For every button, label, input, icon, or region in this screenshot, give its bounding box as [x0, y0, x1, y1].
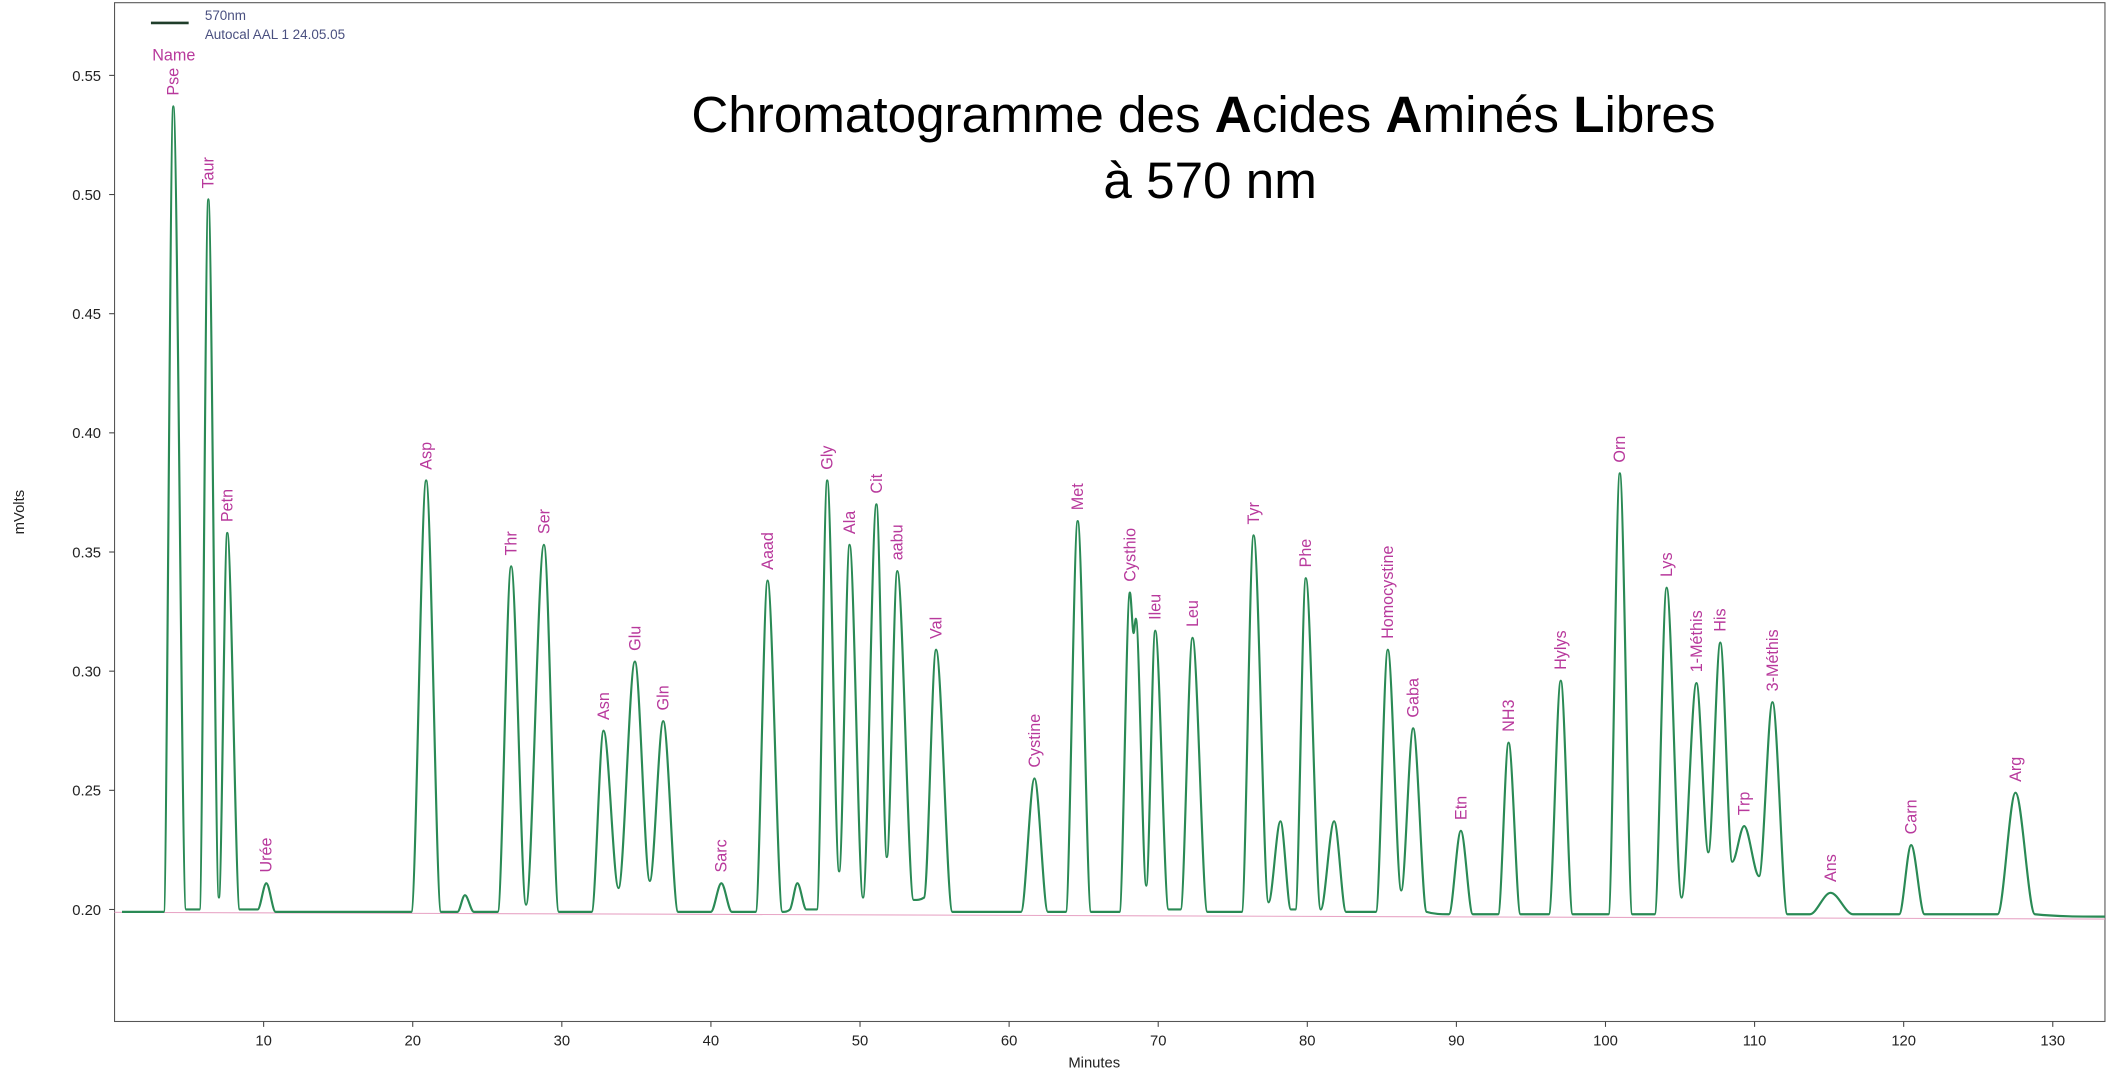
peak-label: 3-Méthis — [1764, 629, 1782, 691]
peak-label: Leu — [1184, 600, 1202, 627]
peak-label: Glu — [626, 626, 644, 651]
x-tick-label: 30 — [554, 1034, 570, 1050]
peak-label: Gln — [655, 685, 673, 710]
y-tick-label: 0.55 — [72, 69, 101, 85]
peak-label: Etn — [1452, 796, 1470, 820]
title-run: A — [1215, 86, 1252, 143]
x-tick-label: 60 — [1001, 1034, 1017, 1050]
x-tick-label: 80 — [1299, 1034, 1315, 1050]
peak-label: aabu — [889, 524, 907, 560]
y-axis-label: mVolts — [12, 490, 28, 534]
chart-title: Chromatogramme des Acides Aminés Libres — [691, 86, 1715, 143]
chart-subtitle: à 570 nm — [1103, 152, 1316, 209]
legend-note: Autocal AAL 1 24.05.05 — [205, 27, 345, 42]
peak-label: His — [1712, 608, 1730, 631]
peak-label: Ileu — [1147, 594, 1165, 620]
y-tick-label: 0.20 — [72, 903, 101, 919]
peak-label: Lys — [1658, 552, 1676, 577]
x-tick-label: 130 — [2040, 1034, 2065, 1050]
peak-label: Petn — [219, 489, 237, 522]
title-run: A — [1385, 86, 1422, 143]
x-tick-label: 20 — [404, 1034, 420, 1050]
peak-label: Ser — [535, 508, 553, 534]
peak-label: Urée — [258, 837, 276, 872]
peak-label: Taur — [200, 156, 218, 188]
peak-label: Pse — [165, 68, 183, 96]
peak-label: Cit — [868, 473, 886, 493]
x-tick-label: 40 — [703, 1034, 719, 1050]
y-tick-label: 0.40 — [72, 426, 101, 442]
y-tick-label: 0.50 — [72, 188, 101, 204]
y-tick-label: 0.45 — [72, 307, 101, 323]
peak-label: Hylys — [1552, 630, 1570, 670]
x-axis-label: Minutes — [1068, 1055, 1120, 1070]
x-tick-label: 100 — [1593, 1034, 1618, 1050]
x-tick-label: 110 — [1743, 1034, 1767, 1050]
legend-label: 570nm — [205, 8, 246, 23]
peak-label: Ala — [841, 511, 859, 534]
trace-line — [122, 105, 2105, 918]
y-tick-label: 0.35 — [72, 545, 101, 561]
x-tick-label: 10 — [255, 1034, 271, 1050]
peak-label: Met — [1069, 483, 1087, 510]
peak-label: Trp — [1736, 792, 1754, 816]
peak-label: NH3 — [1500, 700, 1518, 732]
x-tick-label: 70 — [1150, 1034, 1166, 1050]
baseline — [114, 911, 2105, 920]
x-tick-label: 50 — [852, 1034, 868, 1050]
peak-label: Sarc — [713, 839, 731, 872]
title-run: ibres — [1605, 86, 1716, 143]
title-run: L — [1573, 86, 1604, 143]
peak-label: Asp — [418, 442, 436, 470]
peak-label: 1-Méthis — [1688, 610, 1706, 672]
y-tick-label: 0.25 — [72, 784, 101, 800]
peak-label: Cystine — [1026, 714, 1044, 768]
title-run: Chromatogramme des — [691, 86, 1214, 143]
peak-label: Homocystine — [1379, 546, 1397, 639]
peak-label: Asn — [595, 692, 613, 720]
peak-label: Gaba — [1405, 678, 1423, 718]
peak-label: Cysthio — [1121, 528, 1139, 582]
peak-label: Orn — [1611, 436, 1629, 463]
peak-label: Thr — [503, 531, 521, 556]
title-run: cides — [1252, 86, 1386, 143]
peak-label: Ans — [1822, 854, 1840, 882]
peak-label: Aaad — [759, 532, 777, 570]
x-tick-label: 90 — [1448, 1034, 1464, 1050]
x-tick-label: 120 — [1891, 1034, 1916, 1050]
plot-frame — [114, 2, 2106, 1023]
peak-label: Tyr — [1245, 501, 1263, 524]
peak-label: Carn — [1903, 799, 1921, 834]
peak-label: Arg — [2007, 757, 2025, 782]
label-heading: Name — [152, 47, 195, 65]
peak-label: Gly — [819, 445, 837, 470]
title-run: minés — [1422, 86, 1573, 143]
peak-label: Val — [927, 617, 945, 639]
peak-label: Phe — [1297, 539, 1315, 568]
y-tick-label: 0.30 — [72, 665, 101, 681]
